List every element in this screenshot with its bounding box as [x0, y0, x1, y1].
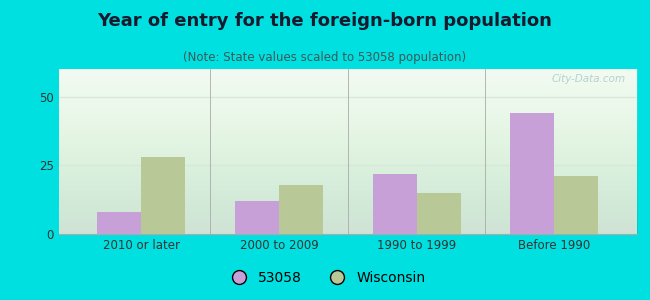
- Bar: [554, 176, 599, 234]
- Bar: [235, 201, 279, 234]
- Bar: [141, 157, 185, 234]
- Bar: [372, 173, 417, 234]
- Bar: [510, 113, 554, 234]
- Legend: 53058, Wisconsin: 53058, Wisconsin: [219, 265, 431, 290]
- Text: City-Data.com: City-Data.com: [551, 74, 625, 84]
- Bar: [417, 193, 461, 234]
- Text: Year of entry for the foreign-born population: Year of entry for the foreign-born popul…: [98, 12, 552, 30]
- Bar: [97, 212, 141, 234]
- Text: (Note: State values scaled to 53058 population): (Note: State values scaled to 53058 popu…: [183, 51, 467, 64]
- Bar: [279, 184, 323, 234]
